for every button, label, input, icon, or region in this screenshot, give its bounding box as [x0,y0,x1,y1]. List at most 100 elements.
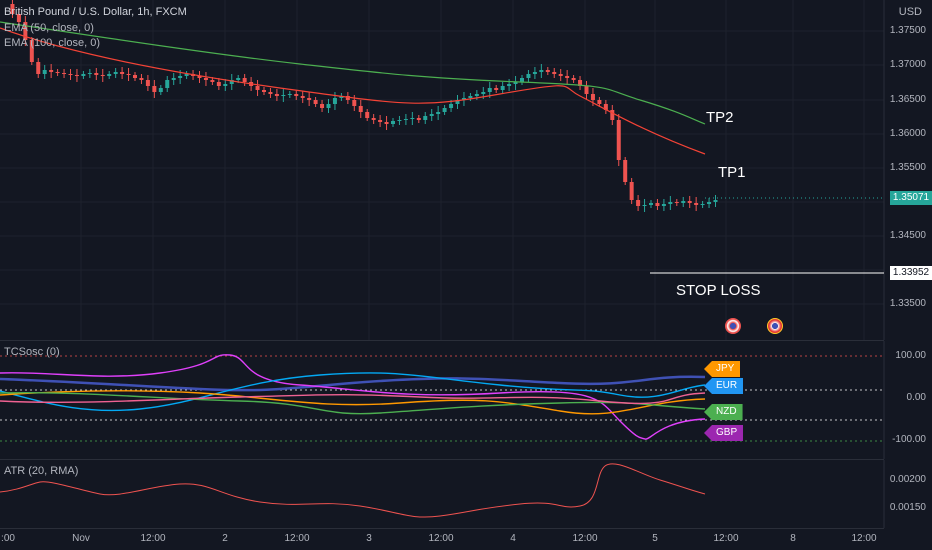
candle-body [23,22,28,40]
candle-body [139,78,144,80]
price-tick: 1.34500 [889,230,926,241]
candle-body [242,78,247,82]
candle-body [584,86,589,94]
candle-body [416,118,421,120]
candle-body [507,84,512,86]
ema100-legend[interactable]: EMA (100, close, 0) [4,37,100,49]
candle-body [255,86,260,90]
candle-body [332,98,337,104]
candle-body [597,100,602,104]
tp1-label[interactable]: TP1 [718,164,746,181]
candle-body [565,76,570,78]
candle-body [178,76,183,78]
atr-legend[interactable]: ATR (20, RMA) [4,465,79,477]
candle-body [268,92,273,94]
price-tick: 1.37000 [889,59,926,70]
candle-body [384,122,389,124]
candle-body [545,70,550,72]
candle-body [307,98,312,100]
candle-body [100,75,105,76]
candle-body [616,120,621,160]
candle-body [449,104,454,108]
nzd-tag: NZD [704,404,743,420]
candle-body [636,200,641,206]
candle-body [126,74,131,75]
time-tick: Nov [72,533,90,544]
price-chart[interactable] [0,0,932,340]
price-tick: 1.37500 [889,25,926,36]
candle-body [165,80,170,88]
candle-body [184,74,189,76]
atr-chart[interactable] [0,460,932,528]
candle-body [371,118,376,120]
time-tick: 12:00 [284,533,310,544]
candle-body [281,95,286,96]
candle-body [287,94,292,95]
jpy-tag: JPY [704,361,741,377]
candle-body [590,94,595,100]
candle-body [87,73,92,74]
candle-body [539,70,544,72]
candle-body [223,84,228,86]
candle-body [532,72,537,74]
osc-legend[interactable]: TCSosc (0) [4,346,60,358]
pane-divider[interactable] [0,340,884,341]
candle-body [707,202,712,204]
ema50-legend[interactable]: EMA (50, close, 0) [4,22,94,34]
candle-body [571,78,576,80]
candle-body [358,106,363,112]
candle-body [236,78,241,80]
atr-line [0,463,706,518]
candle-body [42,70,47,74]
candle-body [29,40,34,62]
candle-body [526,74,531,78]
candle-body [578,80,583,86]
time-tick: 8 [790,533,796,544]
candle-body [494,88,499,90]
stop-price-tag: 1.33952 [890,266,932,280]
time-tick: 5 [652,533,658,544]
candle-body [210,80,215,82]
candle-body [107,74,112,76]
candle-body [513,82,518,84]
candle-body [681,201,686,203]
candle-body [500,86,505,90]
candle-body [661,204,666,206]
price-tick: 1.36000 [889,128,926,139]
symbol-title: British Pound / U.S. Dollar, 1h, FXCM [4,6,187,18]
time-tick: 12:00 [140,533,166,544]
candle-body [442,108,447,112]
oscillator-chart[interactable] [0,341,932,459]
us-flag-icon[interactable] [725,318,741,334]
tp2-label[interactable]: TP2 [706,109,734,126]
osc-tick: -100.00 [892,434,926,445]
candle-body [649,203,653,205]
time-tick: 12:00 [428,533,454,544]
candle-body [713,200,718,202]
candle-body [455,100,460,104]
candle-body [262,90,266,92]
time-tick: :00 [1,533,15,544]
candle-body [16,14,21,22]
candle-body [320,104,325,108]
stop-loss-label[interactable]: STOP LOSS [676,282,761,299]
osc-currency-line [0,372,706,412]
osc-currency-line [0,392,706,405]
time-tick: 4 [510,533,516,544]
price-tick: 1.36500 [889,94,926,105]
time-tick: 3 [366,533,372,544]
candle-body [294,94,299,96]
candle-body [274,94,279,96]
ema50-line [0,21,706,125]
eu-us-flag-icon[interactable] [767,318,783,334]
candle-body [365,112,370,118]
osc-tick: 100.00 [895,350,926,361]
candle-body [145,80,150,86]
pane-divider[interactable] [0,459,884,460]
candle-body [36,62,41,74]
atr-tick: 0.00150 [889,502,926,513]
time-tick: 12:00 [851,533,877,544]
candle-body [203,78,208,80]
eur-tag: EUR [704,378,744,394]
osc-currency-line [0,390,706,415]
